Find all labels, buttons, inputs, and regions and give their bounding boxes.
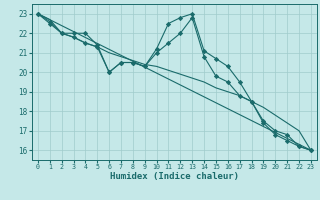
X-axis label: Humidex (Indice chaleur): Humidex (Indice chaleur) [110,172,239,181]
